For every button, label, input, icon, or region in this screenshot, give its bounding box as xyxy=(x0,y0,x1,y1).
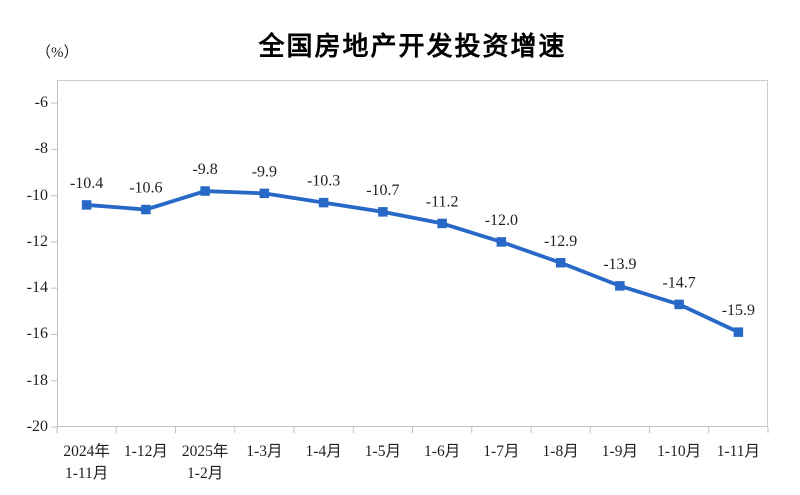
data-point-marker xyxy=(555,258,566,268)
x-tick-label: 2024年 1-11月 xyxy=(63,443,110,482)
data-point-label: -10.6 xyxy=(129,180,162,197)
x-tick-label: 2025年 1-2月 xyxy=(181,443,229,482)
data-point-marker xyxy=(437,218,447,229)
y-tick-label: -14 xyxy=(26,279,48,297)
x-tick-label: 1-12月 xyxy=(123,443,168,460)
plot-svg: -10.4 -10.6 -9.8 -9.9 -10.3 -10.7 -11.2 -12.0 -1… xyxy=(51,80,769,433)
x-tick-label: 1-5月 xyxy=(364,443,401,460)
data-point-label: -12.0 xyxy=(485,212,518,229)
data-point-label: -13.9 xyxy=(603,256,636,273)
data-point-label: -10.3 xyxy=(307,173,340,190)
y-tick-label: -20 xyxy=(26,418,48,435)
chart-title: 全国房地产开发投资增速 xyxy=(258,31,567,61)
y-tick-label: -18 xyxy=(26,371,48,389)
x-tick-label: 1-7月 xyxy=(483,443,520,460)
x-tick-label: 1-9月 xyxy=(601,443,638,460)
data-point-label: -10.7 xyxy=(366,182,399,199)
y-tick-label: -6 xyxy=(34,94,48,112)
x-tick-label: 1-8月 xyxy=(542,443,579,460)
x-tick-label: 1-4月 xyxy=(305,443,342,460)
data-point-label: -11.2 xyxy=(426,193,459,210)
x-tick-label: 1-10月 xyxy=(657,443,702,460)
data-point-marker xyxy=(674,299,684,310)
data-point-label: -10.4 xyxy=(70,175,103,192)
data-point-label: -9.9 xyxy=(252,163,277,180)
y-axis-unit-label: （%） xyxy=(36,45,79,61)
y-tick-label: -10 xyxy=(26,186,48,204)
data-point-marker xyxy=(200,186,210,196)
data-point-marker xyxy=(378,207,388,217)
y-tick-label: -16 xyxy=(26,325,48,343)
data-point-marker xyxy=(496,237,507,247)
data-point-label: -14.7 xyxy=(662,274,695,291)
data-point-marker xyxy=(81,200,92,210)
x-tick-label: 1-11月 xyxy=(716,443,761,460)
x-tick-label: 1-6月 xyxy=(424,443,461,460)
x-axis: 2024年 1-11月 1-12月 2025年 1-2月 1-3月 1-4月 1-5月 1-… xyxy=(57,441,768,489)
data-line-series xyxy=(84,189,741,335)
data-point-marker xyxy=(141,204,151,215)
data-point-label: -15.9 xyxy=(722,302,755,319)
data-point-label: -9.8 xyxy=(192,161,217,178)
data-point-marker xyxy=(733,327,744,337)
plot-area: -10.4 -10.6 -9.8 -9.9 -10.3 -10.7 -11.2 -12.0 -1… xyxy=(51,80,769,433)
y-tick-label: -12 xyxy=(26,232,48,250)
data-point-marker xyxy=(318,197,329,208)
data-point-marker xyxy=(615,281,625,291)
y-tick-label: -8 xyxy=(34,140,48,158)
x-tick-label: 1-3月 xyxy=(246,443,283,460)
data-point-marker xyxy=(259,188,270,199)
data-point-label: -12.9 xyxy=(544,233,577,250)
